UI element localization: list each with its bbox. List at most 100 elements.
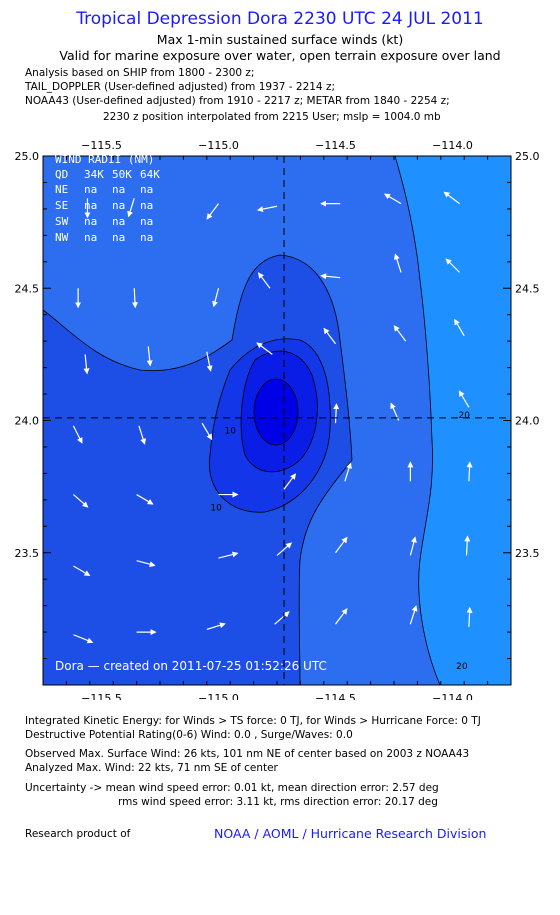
y-tick-label-left: 23.5 xyxy=(15,547,40,560)
wind-vector xyxy=(218,551,239,559)
dpr-line: Destructive Potential Rating(0-6) Wind: … xyxy=(25,729,353,741)
wind-vector xyxy=(276,542,293,556)
wind-vector xyxy=(73,634,94,644)
contour-label: 10 xyxy=(210,503,222,513)
chart-subtitle-validity: Valid for marine exposure over water, op… xyxy=(59,48,501,63)
wind-vector xyxy=(393,325,407,342)
plot-creation-credit: Dora — created on 2011-07-25 01:52:26 UT… xyxy=(55,659,327,673)
ike-line: Integrated Kinetic Energy: for Winds > T… xyxy=(25,715,481,727)
contour-fill-gt20 xyxy=(254,379,298,445)
x-tick-label-top: −115.0 xyxy=(198,139,239,152)
wind-vector xyxy=(256,342,273,355)
wind-vector xyxy=(283,473,297,490)
y-tick-label-right: 24.5 xyxy=(515,282,540,295)
wind-vector xyxy=(146,346,153,367)
wind-vector xyxy=(206,203,219,220)
research-label: Research product of xyxy=(25,828,131,840)
wind-radii-table: WIND RADII (NM) QD 34K 50K 64K NE na na … xyxy=(55,153,160,244)
y-tick-label-right: 25.0 xyxy=(515,150,540,163)
chart-title: Tropical Depression Dora 2230 UTC 24 JUL… xyxy=(76,9,484,29)
wind-radii-value: na xyxy=(112,183,125,196)
contour-label: 10 xyxy=(224,427,236,437)
wind-radii-quadrant: NE xyxy=(55,183,68,196)
wind-vector xyxy=(274,611,290,625)
wind-radii-value: na xyxy=(112,199,125,212)
y-tick-label-right: 23.5 xyxy=(515,547,540,560)
wind-vector xyxy=(393,253,402,273)
contour-label: 20 xyxy=(458,411,470,421)
wind-vector xyxy=(333,403,340,424)
wind-vector xyxy=(127,198,135,218)
wind-radii-value: na xyxy=(140,215,153,228)
contour-lines xyxy=(43,156,441,685)
chart-subtitle: Max 1-min sustained surface winds (kt) xyxy=(156,32,404,47)
wind-vector xyxy=(73,565,91,576)
wind-vector xyxy=(466,461,473,482)
wind-vector xyxy=(458,390,470,408)
analyzed-max-wind-line: Analyzed Max. Wind: 22 kts, 71 nm SE of … xyxy=(25,762,278,774)
wind-vector xyxy=(136,494,154,505)
wind-radii-value: na xyxy=(140,199,153,212)
wind-radii-value: na xyxy=(84,231,97,244)
wind-radii-value: na xyxy=(140,231,153,244)
wind-radii-title: WIND RADII (NM) xyxy=(55,153,154,166)
x-tick-label-top: −114.5 xyxy=(315,139,356,152)
wind-vector xyxy=(73,494,89,508)
wind-radii-value: na xyxy=(112,231,125,244)
analysis-line: TAIL_DOPPLER (User-defined adjusted) fro… xyxy=(25,81,335,93)
x-tick-label-top: −115.5 xyxy=(81,139,122,152)
wind-vector xyxy=(320,273,341,280)
wind-radii-header-qd: QD xyxy=(55,168,68,181)
wind-vector xyxy=(136,560,156,568)
uncertainty-rms-line: rms wind speed error: 3.11 kt, rms direc… xyxy=(118,796,438,808)
wind-vector xyxy=(344,462,352,482)
y-tick-label-left: 24.5 xyxy=(15,282,40,295)
wind-radii-value: na xyxy=(84,183,97,196)
wind-vector xyxy=(384,193,402,205)
wind-vector xyxy=(72,425,83,444)
contour-fills: 10 10 20 20 xyxy=(43,156,511,685)
wind-vector xyxy=(409,605,418,625)
contour-labels: 10 10 20 20 xyxy=(210,411,470,672)
x-tick-label-bottom: −114.5 xyxy=(315,692,356,700)
analysis-line: NOAA43 (User-defined adjusted) from 1910… xyxy=(25,95,450,107)
wind-vector xyxy=(464,535,471,556)
wind-vector xyxy=(335,608,348,625)
wind-vector xyxy=(138,425,146,445)
wind-radii-header-50k: 50K xyxy=(112,168,132,181)
x-tick-label-bottom: −115.5 xyxy=(81,692,122,700)
wind-radii-quadrant: SE xyxy=(55,199,68,212)
wind-vector xyxy=(409,536,417,556)
contour-fill-outer xyxy=(395,156,511,685)
research-org-credit: NOAA / AOML / Hurricane Research Divisio… xyxy=(214,826,487,841)
contour-label: 20 xyxy=(456,662,468,672)
wind-vector xyxy=(83,354,90,375)
wind-vector xyxy=(454,318,465,337)
wind-radii-value: na xyxy=(84,199,97,212)
wind-vector xyxy=(323,327,336,345)
x-tick-label-top: −114.0 xyxy=(432,139,473,152)
wind-radii-header-34k: 34K xyxy=(84,168,104,181)
analysis-position-line: 2230 z position interpolated from 2215 U… xyxy=(103,111,441,123)
wind-vector xyxy=(257,272,271,289)
uncertainty-mean-line: Uncertainty -> mean wind speed error: 0.… xyxy=(25,782,439,794)
wind-vector xyxy=(201,422,213,441)
observed-max-wind-line: Observed Max. Surface Wind: 26 kts, 101 … xyxy=(25,748,470,760)
y-tick-label-right: 24.0 xyxy=(515,415,540,428)
wind-vector xyxy=(335,536,348,554)
wind-vectors xyxy=(72,191,473,644)
wind-radii-value: na xyxy=(84,215,97,228)
wind-radii-value: na xyxy=(112,215,125,228)
y-tick-label-left: 24.0 xyxy=(15,415,40,428)
wind-radii-value: na xyxy=(140,183,153,196)
wind-vector xyxy=(257,205,278,213)
wind-vector xyxy=(206,351,213,372)
analysis-line: Analysis based on SHIP from 1800 - 2300 … xyxy=(25,67,255,79)
y-tick-label-left: 25.0 xyxy=(15,150,40,163)
wind-radii-quadrant: NW xyxy=(55,231,69,244)
wind-radii-quadrant: SW xyxy=(55,215,69,228)
wind-radii-header-64k: 64K xyxy=(140,168,160,181)
wind-vector xyxy=(445,258,460,273)
wind-vector xyxy=(466,606,473,627)
